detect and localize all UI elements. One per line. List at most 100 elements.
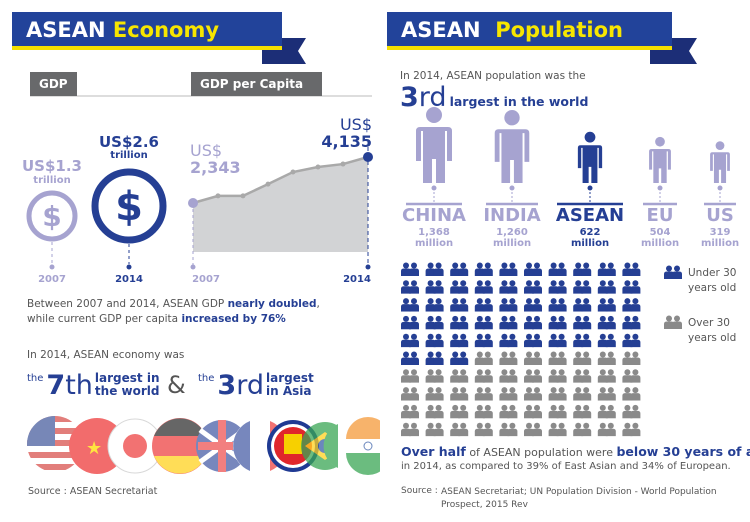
end-point — [363, 152, 373, 162]
over-30-person-icon — [499, 404, 518, 419]
ampersand: & — [167, 371, 186, 399]
over-30-person-icon — [524, 351, 542, 365]
over-30-person-icon — [474, 422, 493, 437]
over-30-person-icon — [622, 351, 641, 365]
chart-point — [215, 193, 221, 199]
over-30-person-icon — [573, 404, 592, 419]
end-year-dot — [365, 264, 371, 270]
over-30-legend-icon — [663, 315, 683, 329]
over-30-person-icon — [597, 387, 616, 401]
under-30-person-icon — [401, 351, 419, 365]
over-30-person-icon — [622, 387, 641, 401]
over-30-person-icon — [401, 404, 419, 419]
over-30-person-icon — [450, 422, 469, 437]
country-population-unit: million — [700, 238, 740, 249]
under-30-person-icon — [622, 280, 641, 294]
under-30-person-icon — [597, 298, 616, 312]
under-30-person-icon — [450, 333, 469, 348]
under-30-person-icon — [573, 280, 592, 294]
under-30-person-icon — [474, 298, 493, 312]
over-30-person-icon — [524, 369, 542, 383]
under-30-person-icon — [499, 315, 518, 330]
over-30-person-icon — [474, 351, 493, 365]
chart-point — [265, 181, 271, 187]
person-dot — [587, 185, 593, 191]
over-30-person-icon — [597, 404, 616, 419]
over-30-person-icon — [401, 387, 419, 401]
age-waffle-chart — [401, 262, 641, 437]
country-label-india: INDIA 1,260 million — [483, 205, 541, 250]
country-population: 504 — [649, 227, 671, 238]
under-30-person-icon — [425, 315, 444, 330]
under-30-person-icon — [425, 262, 444, 276]
over-30-person-icon — [622, 404, 641, 419]
banner-title: ASEAN — [26, 18, 106, 42]
per-capita-end-label: US$ 4,135 — [321, 115, 372, 151]
country-name: CHINA — [402, 205, 466, 226]
under-30-person-icon — [499, 298, 518, 312]
economy-banner: ASEAN Economy — [12, 12, 282, 50]
country-population: 622 — [579, 227, 601, 238]
under-30-person-icon — [524, 280, 542, 294]
economy-rank-intro: In 2014, ASEAN economy was — [27, 349, 185, 361]
under-30-person-icon — [401, 262, 419, 276]
person-icon — [577, 131, 603, 183]
under-30-person-icon — [524, 262, 542, 276]
country-name: US — [706, 205, 734, 226]
per-capita-end-year: 2014 — [343, 274, 371, 285]
country-population-unit: million — [414, 238, 454, 249]
chart-line — [192, 155, 369, 205]
over-30-person-icon — [548, 422, 567, 437]
under-30-person-icon — [573, 262, 592, 276]
under-30-person-icon — [474, 315, 493, 330]
under-30-person-icon — [622, 262, 641, 276]
country-label-china: CHINA 1,368 million — [402, 205, 466, 250]
country-population: 319 — [709, 227, 731, 238]
population-source: ASEAN Secretariat; UN Population Divisio… — [441, 487, 717, 510]
legend-over-30: Over 30 years old — [688, 317, 737, 344]
over-30-person-icon — [548, 369, 567, 383]
under-30-person-icon — [450, 262, 469, 276]
over-30-person-icon — [425, 369, 444, 383]
gdp-2014-year: 2014 — [115, 274, 143, 285]
under-30-person-icon — [548, 298, 567, 312]
over-30-person-icon — [499, 422, 518, 437]
gdp-coins: $ $ — [26, 168, 167, 270]
country-label-eu: EU 504 million — [640, 207, 680, 250]
over-30-person-icon — [524, 422, 542, 437]
chart-area — [193, 157, 368, 252]
svg-text:$: $ — [42, 200, 61, 233]
asia-rank-number: 3rd — [217, 370, 264, 401]
under-30-person-icon — [597, 262, 616, 276]
per-capita-start-year: 2007 — [192, 274, 220, 285]
person-dot — [431, 185, 437, 191]
over-30-person-icon — [425, 387, 444, 401]
country-population: 1,260 — [496, 227, 528, 238]
over-30-person-icon — [450, 387, 469, 401]
over-30-person-icon — [499, 369, 518, 383]
under-30-person-icon — [401, 280, 419, 294]
country-population: 1,368 — [418, 227, 450, 238]
country-name: INDIA — [483, 205, 541, 226]
over-30-person-icon — [524, 387, 542, 401]
person-dot — [509, 185, 515, 191]
country-name: ASEAN — [555, 205, 625, 226]
under-30-person-icon — [573, 298, 592, 312]
gdp-2007-year: 2007 — [38, 274, 66, 285]
under-30-person-icon — [622, 315, 641, 330]
population-pictograph — [406, 107, 736, 206]
under-30-person-icon — [548, 262, 567, 276]
under-30-person-icon — [401, 333, 419, 348]
under-30-person-icon — [450, 280, 469, 294]
japan-flag-icon — [107, 418, 163, 474]
country-population-unit: million — [640, 238, 680, 249]
tab-gdp: GDP — [30, 72, 77, 96]
gdp-per-capita-chart — [188, 140, 373, 270]
country-population-unit: million — [492, 238, 532, 249]
over-30-person-icon — [548, 351, 567, 365]
under-30-person-icon — [425, 351, 444, 365]
population-banner: ASEAN Population — [387, 12, 672, 50]
under-30-person-icon — [474, 333, 493, 348]
svg-text:$: $ — [115, 184, 143, 230]
person-dot — [717, 185, 723, 191]
